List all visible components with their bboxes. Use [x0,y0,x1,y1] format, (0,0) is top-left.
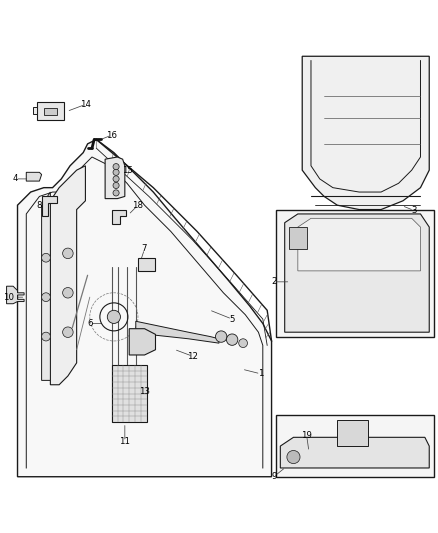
Text: 10: 10 [3,293,14,302]
Text: 7: 7 [142,245,147,254]
Circle shape [42,332,50,341]
Text: 13: 13 [139,387,150,396]
Text: 1: 1 [258,369,263,378]
Circle shape [42,293,50,302]
Polygon shape [42,192,50,381]
Polygon shape [7,286,24,304]
Text: 14: 14 [80,100,91,109]
Polygon shape [129,329,155,355]
Polygon shape [37,102,64,120]
Circle shape [63,327,73,337]
Polygon shape [302,56,429,209]
Text: 11: 11 [119,437,131,446]
Polygon shape [112,209,126,223]
Polygon shape [298,219,420,271]
Circle shape [63,287,73,298]
Circle shape [113,164,119,169]
Text: 8: 8 [37,201,42,209]
Circle shape [113,190,119,196]
Circle shape [113,182,119,189]
Text: 2: 2 [271,277,276,286]
Polygon shape [289,227,307,249]
Polygon shape [42,197,57,216]
Polygon shape [138,258,155,271]
Circle shape [42,253,50,262]
Polygon shape [26,172,42,181]
Circle shape [215,331,227,342]
Circle shape [107,310,120,324]
Circle shape [239,339,247,348]
Circle shape [226,334,238,345]
Text: 9: 9 [271,472,276,481]
Polygon shape [18,140,272,477]
Polygon shape [285,214,429,332]
Text: 15: 15 [121,166,133,175]
Polygon shape [105,157,125,199]
Circle shape [287,450,300,464]
FancyBboxPatch shape [276,415,434,477]
Circle shape [63,248,73,259]
Polygon shape [280,437,429,468]
Text: 3: 3 [411,206,417,215]
Polygon shape [337,420,368,446]
Polygon shape [44,108,57,115]
Polygon shape [50,166,85,385]
Circle shape [113,176,119,182]
Polygon shape [136,321,219,343]
Text: 12: 12 [187,352,198,361]
Text: 5: 5 [230,314,235,324]
FancyBboxPatch shape [276,209,434,336]
Text: 16: 16 [106,131,117,140]
Polygon shape [33,107,37,114]
Text: 18: 18 [132,201,144,209]
Text: 19: 19 [301,431,312,440]
Text: 6: 6 [87,319,92,328]
Polygon shape [112,365,147,422]
Text: 4: 4 [13,174,18,183]
Circle shape [113,169,119,175]
